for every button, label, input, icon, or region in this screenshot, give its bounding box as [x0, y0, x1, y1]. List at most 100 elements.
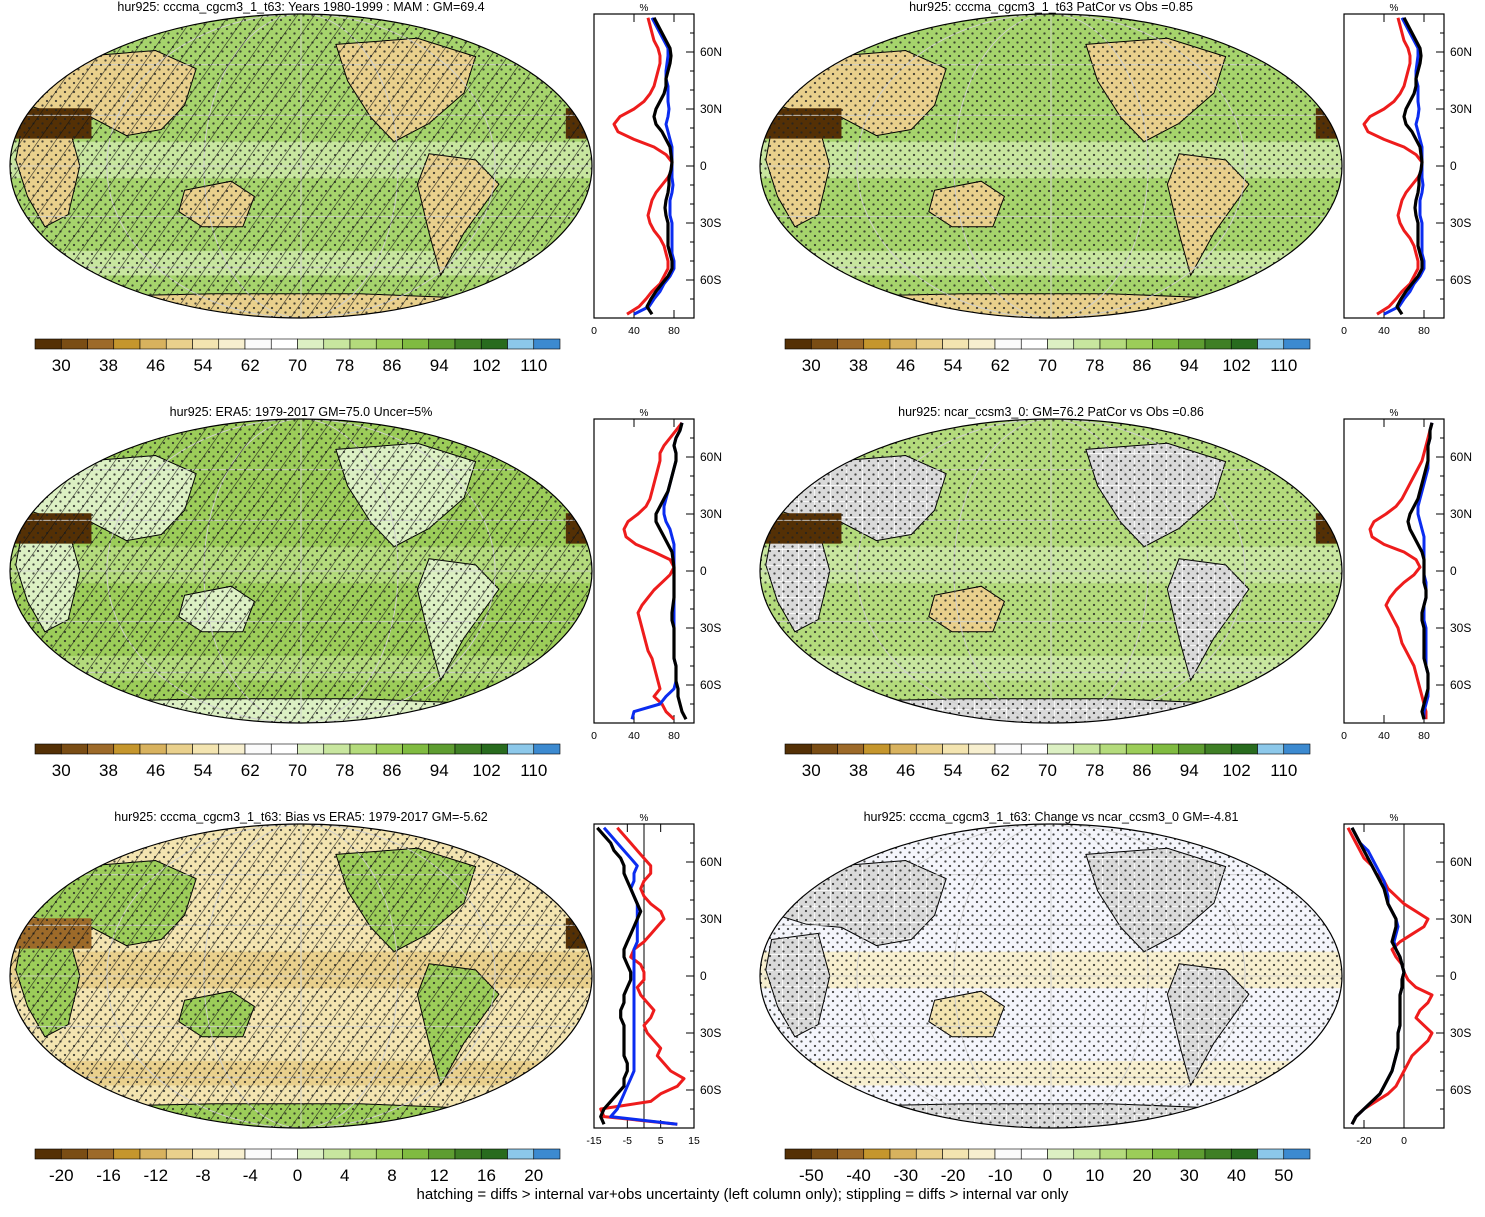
panel-2: hur925: cccma_cgcm3_1_t63 PatCor vs Obs …	[760, 0, 1472, 375]
colorbar-box	[193, 339, 219, 349]
colorbar-box	[429, 339, 455, 349]
colorbar-box	[864, 339, 890, 349]
colorbar-box	[969, 1149, 995, 1159]
colorbar-tick-label: -12	[143, 1166, 168, 1185]
hatching	[10, 419, 592, 723]
profile-xlabel: %	[640, 408, 649, 419]
colorbar-box	[271, 1149, 297, 1159]
colorbar-tick-label: 38	[849, 761, 868, 780]
colorbar-tick-label: 94	[1180, 356, 1199, 375]
colorbar-tick-label: 70	[288, 761, 307, 780]
colorbar-tick-label: 40	[1227, 1166, 1246, 1185]
profile-xtick-label: 80	[668, 325, 680, 337]
colorbar-box	[1126, 1149, 1152, 1159]
colorbar-tick-label: 86	[1133, 356, 1152, 375]
colorbar-box	[534, 1149, 560, 1159]
profile-ytick-label: 60S	[1450, 1083, 1471, 1097]
profile-ytick-label: 60N	[700, 855, 722, 869]
colorbar-box	[481, 1149, 507, 1159]
profile-ytick-label: 0	[700, 564, 707, 578]
colorbar-box	[298, 744, 324, 754]
colorbar-box	[890, 339, 916, 349]
colorbar-box	[403, 1149, 429, 1159]
profile-ytick-label: 30S	[700, 1026, 721, 1040]
colorbar-box	[1258, 339, 1284, 349]
colorbar-box	[193, 1149, 219, 1159]
colorbar-tick-label: 46	[146, 761, 165, 780]
hatching	[10, 14, 592, 318]
colorbar-tick-label: 20	[1133, 1166, 1152, 1185]
stippling	[760, 824, 1342, 1128]
map-title: hur925: cccma_cgcm3_1_t63: Change vs nca…	[864, 810, 1239, 824]
colorbar-box	[298, 339, 324, 349]
colorbar-box	[35, 744, 61, 754]
colorbar-tick-label: 38	[99, 356, 118, 375]
profile-ytick-label: 60S	[700, 273, 721, 287]
colorbar-tick-label: 110	[520, 356, 547, 375]
profile-frame	[1344, 14, 1444, 318]
colorbar-box	[943, 339, 969, 349]
profile-xtick-label: -15	[586, 1135, 601, 1147]
colorbar-box	[140, 1149, 166, 1159]
colorbar-box	[1074, 339, 1100, 349]
profile-xlabel: %	[640, 813, 649, 824]
colorbar-box	[785, 1149, 811, 1159]
colorbar-box	[481, 339, 507, 349]
colorbar-box	[114, 744, 140, 754]
colorbar-tick-label: 78	[1085, 761, 1104, 780]
colorbar-box	[193, 744, 219, 754]
colorbar-tick-label: 30	[802, 761, 821, 780]
colorbar-box	[1048, 339, 1074, 349]
colorbar-box	[324, 339, 350, 349]
profile-xtick-label: -5	[623, 1135, 632, 1147]
colorbar-box	[1021, 339, 1047, 349]
colorbar-box	[838, 339, 864, 349]
colorbar-box	[943, 1149, 969, 1159]
colorbar-box	[1258, 1149, 1284, 1159]
profile-xtick-label: 40	[1378, 730, 1390, 742]
colorbar-box	[245, 339, 271, 349]
colorbar-box	[1205, 744, 1231, 754]
colorbar-box	[245, 1149, 271, 1159]
colorbar-box	[995, 744, 1021, 754]
colorbar-tick-label: 30	[802, 356, 821, 375]
colorbar-box	[61, 744, 87, 754]
profile-ytick-label: 30S	[1450, 621, 1471, 635]
colorbar-box	[1258, 744, 1284, 754]
colorbar-box	[481, 744, 507, 754]
colorbar-box	[88, 744, 114, 754]
colorbar-tick-label: 110	[520, 761, 547, 780]
colorbar-tick-label: 102	[472, 761, 500, 780]
profile-frame	[594, 14, 694, 318]
profile-xtick-label: 40	[628, 325, 640, 337]
colorbar-box	[1231, 744, 1257, 754]
colorbar-tick-label: 54	[944, 761, 963, 780]
colorbar-tick-label: 54	[194, 761, 213, 780]
colorbar-box	[219, 1149, 245, 1159]
profile-frame	[594, 419, 694, 723]
panel-1: hur925: cccma_cgcm3_1_t63: Years 1980-19…	[10, 0, 722, 375]
colorbar-box	[298, 1149, 324, 1159]
profile-ytick-label: 60S	[1450, 678, 1471, 692]
colorbar-box	[1284, 339, 1310, 349]
colorbar-tick-label: 70	[1038, 761, 1057, 780]
colorbar-box	[508, 1149, 534, 1159]
panel-6: hur925: cccma_cgcm3_1_t63: Change vs nca…	[760, 810, 1472, 1185]
colorbar-tick-label: 38	[99, 761, 118, 780]
colorbar-box	[429, 744, 455, 754]
colorbar-box	[995, 339, 1021, 349]
colorbar-tick-label: 62	[991, 356, 1010, 375]
colorbar-tick-label: 46	[896, 761, 915, 780]
colorbar-tick-label: 110	[1270, 356, 1297, 375]
colorbar-box	[1205, 1149, 1231, 1159]
colorbar-box	[403, 744, 429, 754]
colorbar-box	[1100, 744, 1126, 754]
colorbar-box	[916, 339, 942, 349]
colorbar-box	[916, 1149, 942, 1159]
colorbar-tick-label: 86	[383, 356, 402, 375]
